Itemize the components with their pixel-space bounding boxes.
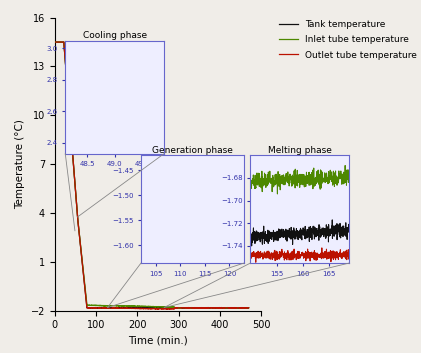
Outlet tube temperature — [77, 234, 82, 238]
Tank temperature — [77, 234, 82, 238]
Tank temperature — [105, 306, 110, 310]
Title: Cooling phase: Cooling phase — [83, 31, 147, 40]
Line: Outlet tube temperature: Outlet tube temperature — [55, 42, 249, 309]
Legend: Tank temperature, Inlet tube temperature, Outlet tube temperature: Tank temperature, Inlet tube temperature… — [276, 16, 420, 63]
Tank temperature — [52, 40, 57, 44]
Title: Generation phase: Generation phase — [152, 145, 233, 155]
Title: Melting phase: Melting phase — [268, 145, 332, 155]
Inlet tube temperature — [223, 306, 228, 310]
Inlet tube temperature — [140, 304, 145, 309]
Outlet tube temperature — [246, 306, 251, 310]
Inlet tube temperature — [246, 306, 251, 310]
Inlet tube temperature — [187, 306, 192, 310]
Line: Tank temperature: Tank temperature — [55, 42, 249, 308]
Outlet tube temperature — [147, 306, 152, 311]
Tank temperature — [187, 306, 192, 310]
Outlet tube temperature — [171, 307, 176, 311]
Y-axis label: Temperature (°C): Temperature (°C) — [15, 119, 25, 209]
Tank temperature — [140, 306, 145, 310]
Inlet tube temperature — [77, 233, 82, 237]
Inlet tube temperature — [76, 224, 81, 228]
Inlet tube temperature — [147, 304, 152, 309]
Tank temperature — [246, 306, 251, 310]
Line: Inlet tube temperature: Inlet tube temperature — [55, 42, 249, 308]
Outlet tube temperature — [105, 306, 110, 310]
Outlet tube temperature — [187, 306, 192, 310]
Outlet tube temperature — [76, 225, 81, 229]
Outlet tube temperature — [52, 40, 57, 44]
Tank temperature — [76, 225, 81, 229]
Tank temperature — [136, 306, 141, 310]
X-axis label: Time (min.): Time (min.) — [128, 336, 188, 346]
Outlet tube temperature — [140, 306, 145, 311]
Inlet tube temperature — [52, 40, 57, 44]
Tank temperature — [147, 306, 152, 310]
Inlet tube temperature — [105, 304, 110, 308]
